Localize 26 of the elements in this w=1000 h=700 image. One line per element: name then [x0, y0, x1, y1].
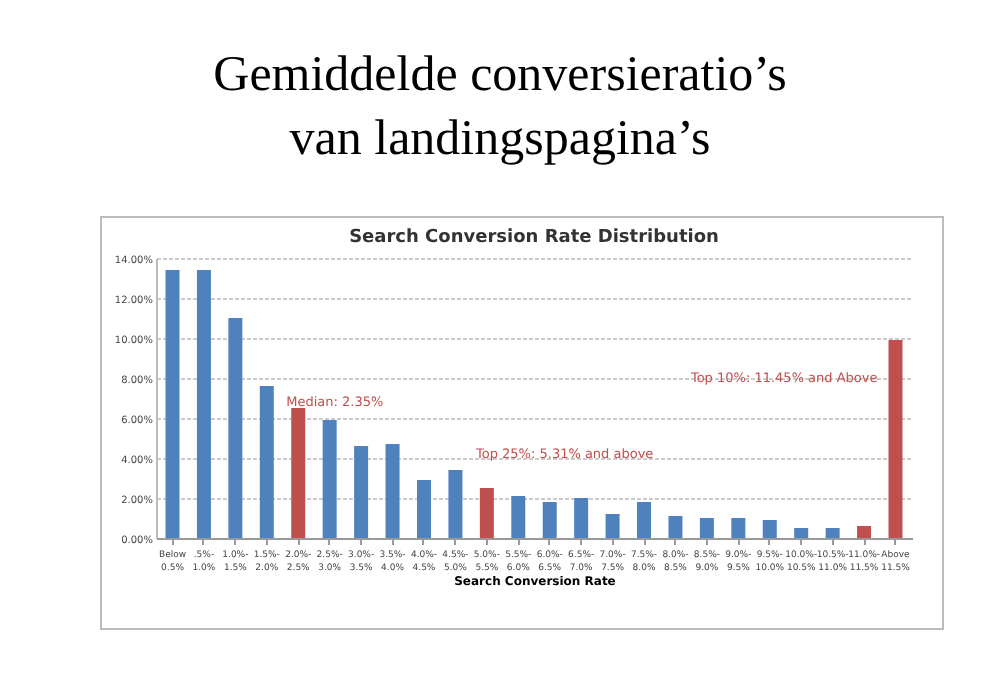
- bar: [165, 270, 180, 538]
- bar: [479, 488, 494, 538]
- bar: [574, 498, 589, 538]
- bar: [448, 470, 463, 538]
- bar: [762, 520, 777, 538]
- bar: [794, 528, 809, 538]
- bar: [888, 340, 903, 538]
- bar: [228, 318, 243, 538]
- bar: [857, 526, 872, 538]
- bar: [291, 408, 306, 538]
- bar: [259, 386, 274, 538]
- bar: [385, 444, 400, 538]
- bar: [668, 516, 683, 538]
- chart-title: Gemiddelde conversieratio’s van landingspagina’s: [211, 46, 789, 170]
- bar: [354, 446, 369, 538]
- bar: [637, 502, 652, 538]
- bar: [825, 528, 840, 538]
- bar: [322, 420, 337, 538]
- bar: [416, 480, 431, 538]
- bar: [542, 502, 557, 538]
- bar: [605, 514, 620, 538]
- bar: [699, 518, 714, 538]
- bar: [511, 496, 526, 538]
- chart-subtitle: Search Conversion Rate Distribution: [349, 228, 719, 248]
- bar: [196, 270, 211, 538]
- bar: [731, 518, 746, 538]
